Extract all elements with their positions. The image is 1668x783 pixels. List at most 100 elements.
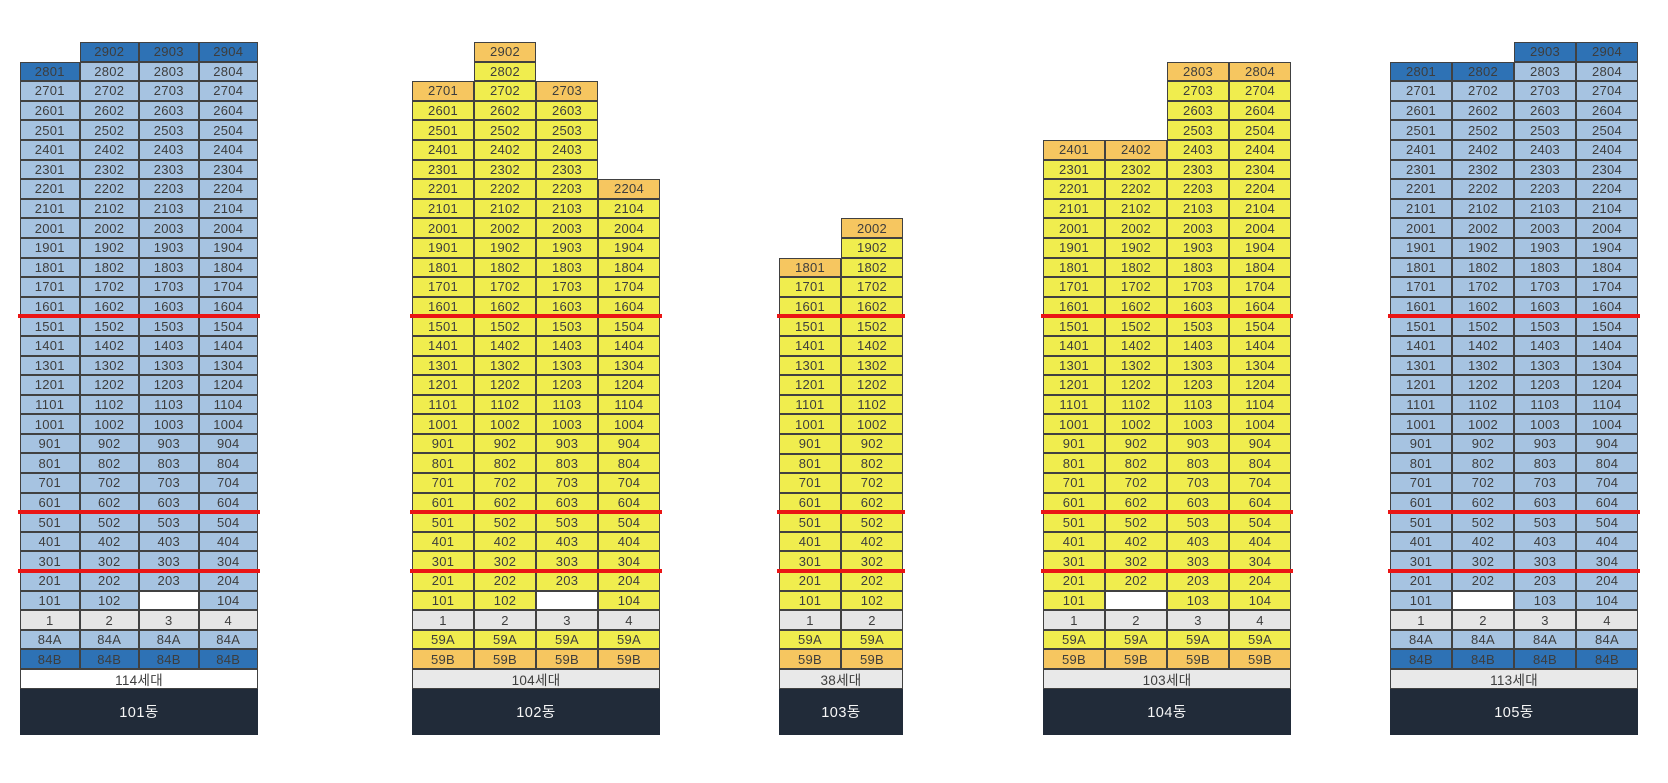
unit-102[interactable]: 102: [841, 590, 903, 611]
unit-2202[interactable]: 2202: [1105, 179, 1167, 199]
unit-1004[interactable]: 1004: [598, 414, 660, 434]
unit-1101[interactable]: 1101: [779, 394, 841, 415]
unit-1503[interactable]: 1503: [1167, 316, 1229, 336]
unit-2602[interactable]: 2602: [474, 100, 536, 121]
unit-1004[interactable]: 1004: [1229, 414, 1291, 434]
unit-1303[interactable]: 1303: [1514, 355, 1576, 376]
unit-704[interactable]: 704: [1576, 473, 1638, 493]
unit-1302[interactable]: 1302: [1105, 355, 1167, 376]
unit-1301[interactable]: 1301: [1390, 355, 1452, 376]
unit-2804[interactable]: 2804: [1229, 61, 1291, 82]
unit-1403[interactable]: 1403: [1167, 335, 1229, 356]
unit-2101[interactable]: 2101: [412, 198, 474, 219]
unit-503[interactable]: 503: [1514, 512, 1576, 532]
unit-201[interactable]: 201: [1390, 571, 1452, 591]
unit-2504[interactable]: 2504: [1576, 120, 1638, 140]
unit-2001[interactable]: 2001: [20, 218, 80, 238]
unit-801[interactable]: 801: [1043, 453, 1105, 474]
unit-2201[interactable]: 2201: [1043, 179, 1105, 199]
unit-1903[interactable]: 1903: [1167, 237, 1229, 258]
unit-803[interactable]: 803: [139, 453, 199, 474]
unit-202[interactable]: 202: [1452, 571, 1514, 591]
unit-1702[interactable]: 1702: [79, 277, 139, 297]
unit-501[interactable]: 501: [779, 512, 841, 532]
unit-104[interactable]: 104: [1229, 590, 1291, 611]
unit-1203[interactable]: 1203: [1514, 375, 1576, 395]
unit-2401[interactable]: 2401: [412, 139, 474, 160]
unit-2504[interactable]: 2504: [198, 120, 258, 140]
unit-2803[interactable]: 2803: [1167, 61, 1229, 82]
unit-1202[interactable]: 1202: [79, 375, 139, 395]
unit-1904[interactable]: 1904: [1229, 237, 1291, 258]
unit-1001[interactable]: 1001: [1043, 414, 1105, 434]
unit-801[interactable]: 801: [20, 453, 80, 474]
unit-1803[interactable]: 1803: [1167, 257, 1229, 278]
unit-1504[interactable]: 1504: [198, 316, 258, 336]
unit-2403[interactable]: 2403: [1167, 139, 1229, 160]
unit-2601[interactable]: 2601: [1390, 100, 1452, 121]
unit-1303[interactable]: 1303: [1167, 355, 1229, 376]
unit-1504[interactable]: 1504: [598, 316, 660, 336]
unit-2301[interactable]: 2301: [412, 159, 474, 180]
unit-802[interactable]: 802: [1452, 453, 1514, 474]
unit-203[interactable]: 203: [536, 571, 598, 591]
unit-904[interactable]: 904: [598, 433, 660, 454]
unit-1102[interactable]: 1102: [474, 394, 536, 415]
unit-2604[interactable]: 2604: [1576, 100, 1638, 121]
unit-1003[interactable]: 1003: [536, 414, 598, 434]
unit-1204[interactable]: 1204: [1229, 375, 1291, 395]
unit-2603[interactable]: 2603: [139, 100, 199, 121]
unit-1801[interactable]: 1801: [1043, 257, 1105, 278]
unit-504[interactable]: 504: [1229, 512, 1291, 532]
unit-1002[interactable]: 1002: [841, 414, 903, 434]
unit-2102[interactable]: 2102: [1452, 198, 1514, 219]
unit-2002[interactable]: 2002: [1105, 218, 1167, 238]
unit-1404[interactable]: 1404: [598, 335, 660, 356]
unit-902[interactable]: 902: [1452, 433, 1514, 454]
unit-304[interactable]: 304: [598, 551, 660, 572]
unit-2304[interactable]: 2304: [1576, 159, 1638, 180]
unit-803[interactable]: 803: [536, 453, 598, 474]
unit-1104[interactable]: 1104: [598, 394, 660, 415]
unit-501[interactable]: 501: [1390, 512, 1452, 532]
unit-2203[interactable]: 2203: [536, 179, 598, 199]
unit-1502[interactable]: 1502: [1105, 316, 1167, 336]
unit-2703[interactable]: 2703: [1514, 81, 1576, 101]
unit-2602[interactable]: 2602: [1452, 100, 1514, 121]
unit-804[interactable]: 804: [1576, 453, 1638, 474]
unit-2403[interactable]: 2403: [1514, 139, 1576, 160]
unit-901[interactable]: 901: [779, 433, 841, 454]
unit-604[interactable]: 604: [1229, 492, 1291, 513]
unit-1203[interactable]: 1203: [1167, 375, 1229, 395]
unit-402[interactable]: 402: [474, 531, 536, 552]
unit-204[interactable]: 204: [598, 571, 660, 591]
unit-2703[interactable]: 2703: [139, 81, 199, 101]
unit-2704[interactable]: 2704: [1229, 81, 1291, 101]
unit-801[interactable]: 801: [779, 453, 841, 474]
unit-902[interactable]: 902: [1105, 433, 1167, 454]
unit-1402[interactable]: 1402: [841, 335, 903, 356]
unit-801[interactable]: 801: [1390, 453, 1452, 474]
unit-2201[interactable]: 2201: [412, 179, 474, 199]
unit-502[interactable]: 502: [474, 512, 536, 532]
unit-2004[interactable]: 2004: [198, 218, 258, 238]
unit-1403[interactable]: 1403: [536, 335, 598, 356]
unit-2503[interactable]: 2503: [1167, 120, 1229, 140]
unit-1201[interactable]: 1201: [1390, 375, 1452, 395]
unit-404[interactable]: 404: [1576, 531, 1638, 552]
unit-204[interactable]: 204: [1576, 571, 1638, 591]
unit-1701[interactable]: 1701: [412, 277, 474, 297]
unit-404[interactable]: 404: [1229, 531, 1291, 552]
unit-1001[interactable]: 1001: [779, 414, 841, 434]
unit-2104[interactable]: 2104: [198, 198, 258, 219]
unit-2702[interactable]: 2702: [79, 81, 139, 101]
unit-2702[interactable]: 2702: [474, 81, 536, 101]
unit-1003[interactable]: 1003: [1514, 414, 1576, 434]
unit-1103[interactable]: 1103: [139, 394, 199, 415]
unit-903[interactable]: 903: [139, 433, 199, 454]
unit-203[interactable]: 203: [1167, 571, 1229, 591]
unit-2401[interactable]: 2401: [1043, 139, 1105, 160]
unit-2603[interactable]: 2603: [1167, 100, 1229, 121]
unit-1003[interactable]: 1003: [139, 414, 199, 434]
unit-803[interactable]: 803: [1167, 453, 1229, 474]
